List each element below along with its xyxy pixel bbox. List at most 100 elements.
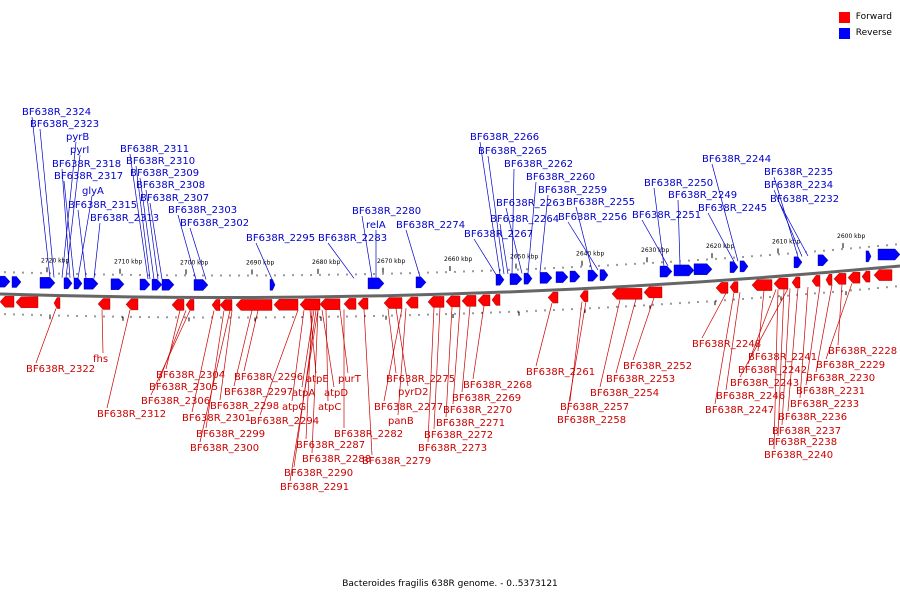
reverse-gene-label: BF638R_2309 xyxy=(130,168,199,179)
forward-gene-arrow xyxy=(547,291,559,304)
reverse-gene-label: BF638R_2262 xyxy=(504,159,573,170)
reverse-leader xyxy=(93,222,101,279)
forward-gene-label: BF638R_2297 xyxy=(224,387,293,398)
reverse-gene-label: BF638R_2259 xyxy=(538,185,607,196)
forward-gene-label: BF638R_2304 xyxy=(156,370,225,381)
reverse-gene-label: BF638R_2234 xyxy=(764,180,833,191)
reverse-leader xyxy=(511,168,515,274)
forward-gene-label: BF638R_2248 xyxy=(692,339,761,350)
forward-gene-label: BF638R_2247 xyxy=(705,405,774,416)
forward-leader xyxy=(233,310,253,387)
forward-leader xyxy=(383,308,403,402)
forward-leader xyxy=(452,306,461,405)
forward-gene-label: atpE xyxy=(306,374,329,385)
reverse-gene-arrow xyxy=(865,250,872,263)
reverse-leader xyxy=(539,194,549,273)
forward-gene-label: BF638R_2269 xyxy=(452,393,521,404)
reverse-gene-label: BF638R_2308 xyxy=(136,180,205,191)
forward-gene-arrow xyxy=(405,296,419,309)
reverse-gene-label: BF638R_2311 xyxy=(120,144,189,155)
forward-leader xyxy=(472,305,485,380)
forward-gene-label: BF638R_2294 xyxy=(250,416,319,427)
forward-gene-arrow xyxy=(833,273,847,285)
forward-gene-arrow xyxy=(811,275,821,287)
reverse-gene-label: BF638R_2266 xyxy=(470,132,539,143)
forward-gene-arrow xyxy=(185,299,195,311)
forward-leader xyxy=(701,292,727,339)
forward-gene-label: BF638R_2300 xyxy=(190,443,259,454)
forward-leader xyxy=(815,284,833,373)
reverse-leader xyxy=(711,163,739,262)
forward-gene-label: BF638R_2305 xyxy=(149,382,218,393)
forward-gene-label: atpD xyxy=(324,388,348,399)
reverse-gene-label: BF638R_2249 xyxy=(668,190,737,201)
forward-gene-label: BF638R_2236 xyxy=(778,412,847,423)
reverse-leader xyxy=(177,214,197,280)
reverse-leader xyxy=(473,238,497,275)
forward-gene-arrow xyxy=(751,279,773,291)
reverse-gene-label: BF638R_2280 xyxy=(352,206,421,217)
forward-gene-label: BF638R_2279 xyxy=(362,456,431,467)
reverse-gene-arrow xyxy=(161,279,175,291)
tick-label: 2670 kbp xyxy=(377,258,405,265)
forward-leader xyxy=(799,286,809,399)
reverse-gene-arrow xyxy=(877,248,900,261)
forward-gene-label: BF638R_2271 xyxy=(436,418,505,429)
reverse-gene-arrow xyxy=(39,277,56,289)
forward-leader xyxy=(219,310,233,401)
reverse-gene-label: BF638R_2244 xyxy=(702,154,771,165)
reverse-leader xyxy=(779,203,809,257)
forward-leader xyxy=(35,308,57,364)
forward-leader xyxy=(599,299,621,388)
reverse-gene-label: BF638R_2302 xyxy=(180,218,249,229)
forward-gene-arrow xyxy=(319,298,341,310)
reverse-leader xyxy=(505,207,523,274)
reverse-leader xyxy=(405,229,421,277)
reverse-leader xyxy=(129,153,149,280)
forward-leader xyxy=(615,298,637,374)
forward-gene-label: atpA xyxy=(292,388,315,399)
reverse-gene-arrow xyxy=(659,265,673,278)
forward-leader xyxy=(714,292,735,405)
forward-gene-label: BF638R_2254 xyxy=(590,388,659,399)
reverse-gene-label: BF638R_2260 xyxy=(526,172,595,183)
forward-leader xyxy=(777,288,785,437)
reverse-gene-label: BF638R_2256 xyxy=(558,212,627,223)
reverse-gene-arrow xyxy=(693,263,713,275)
reverse-leader xyxy=(361,215,373,279)
reverse-leader xyxy=(499,223,509,275)
forward-leader xyxy=(632,297,655,361)
reverse-leader xyxy=(63,180,75,278)
forward-gene-arrow xyxy=(861,270,871,283)
reverse-leader xyxy=(135,165,151,280)
reverse-leader xyxy=(653,187,665,267)
reverse-leader xyxy=(61,141,77,278)
reverse-leader xyxy=(567,221,599,271)
forward-leader xyxy=(301,309,315,388)
forward-gene-arrow xyxy=(715,282,729,294)
forward-gene-label: purT xyxy=(338,374,362,385)
reverse-leader xyxy=(479,141,501,275)
forward-gene-label: BF638R_2252 xyxy=(623,361,692,372)
forward-gene-arrow xyxy=(219,299,233,311)
reverse-leader xyxy=(773,189,803,257)
forward-leader xyxy=(199,310,231,443)
forward-gene-label: BF638R_2246 xyxy=(716,391,785,402)
reverse-gene-arrow xyxy=(63,277,73,289)
tick-label: 2640 kbp xyxy=(576,251,604,258)
forward-leader xyxy=(427,307,435,443)
reverse-leader xyxy=(641,219,669,267)
gene-features xyxy=(0,248,900,311)
forward-leader xyxy=(805,285,821,386)
reverse-leader xyxy=(149,202,163,280)
forward-gene-label: BF638R_2272 xyxy=(424,430,493,441)
reverse-gene-arrow xyxy=(509,273,523,285)
reverse-gene-label: BF638R_2324 xyxy=(22,107,91,118)
forward-leader xyxy=(289,309,319,482)
forward-leader xyxy=(461,306,471,393)
forward-gene-arrow xyxy=(477,294,491,307)
tick-label: 2600 kbp xyxy=(837,233,865,240)
tick-label: 2610 kbp xyxy=(772,238,800,245)
forward-gene-arrow xyxy=(461,295,477,307)
reverse-gene-label: BF638R_2323 xyxy=(30,119,99,130)
